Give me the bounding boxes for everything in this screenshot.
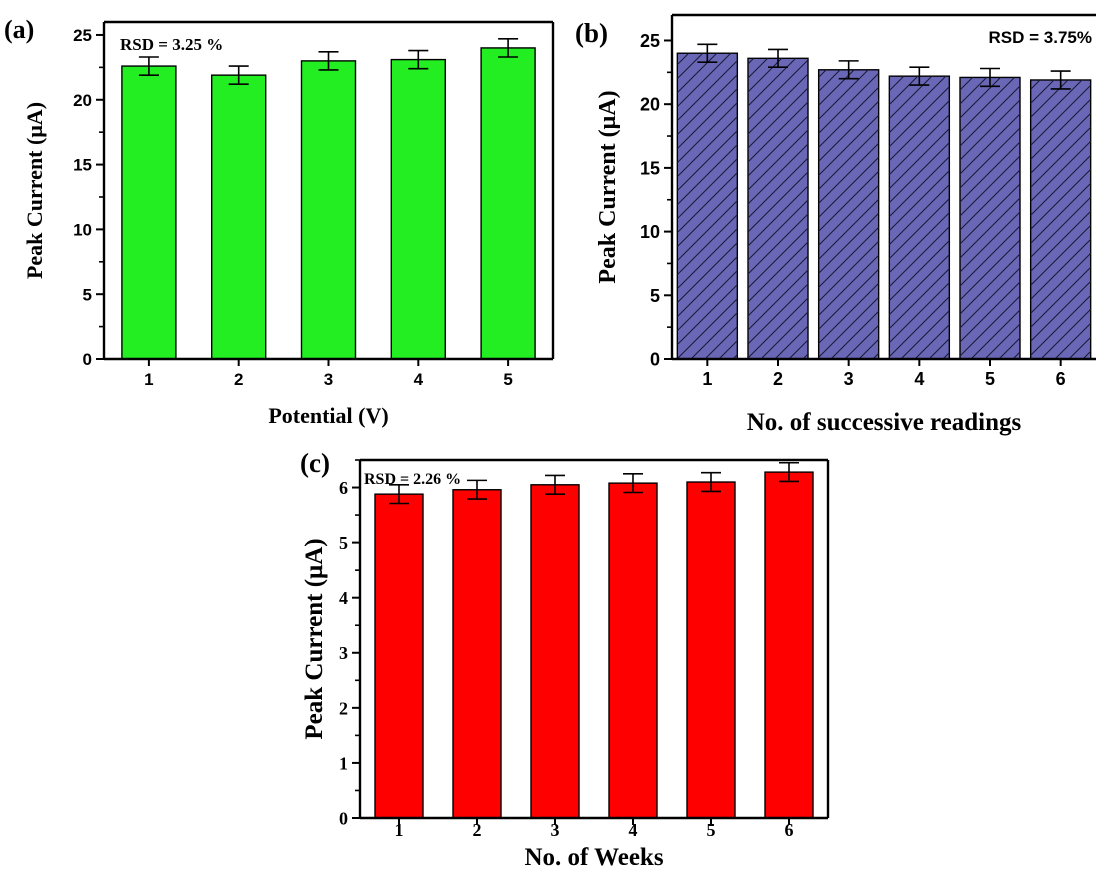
- y-axis-label: Peak Current (μA): [22, 102, 47, 279]
- y-tick-label: 5: [650, 286, 660, 306]
- x-tick-label: 1: [702, 369, 712, 389]
- y-tick-label: 20: [640, 95, 660, 115]
- rsd-annotation: RSD = 2.26 %: [364, 471, 461, 488]
- x-axis-label: No. of Weeks: [524, 844, 663, 871]
- rsd-annotation: RSD = 3.25 %: [120, 35, 223, 54]
- x-tick-label: 5: [707, 820, 716, 840]
- panel-c-chart: 1 2 3 4 5 6 0 1 2 3 4 5 6 No. of Weeks Peak Current (μ…: [300, 448, 830, 871]
- panel-label: (a): [4, 15, 34, 44]
- bar-hatch-2: [748, 58, 808, 360]
- bar-6: [764, 471, 814, 819]
- y-tick-label: 25: [640, 31, 660, 51]
- y-tick-label: 6: [339, 478, 348, 498]
- bar-3: [530, 484, 580, 819]
- y-tick-label: 15: [73, 156, 92, 175]
- panel-b-chart: 1 2 3 4 5 6 0 5 10 15 20 25 No. of successive readin…: [575, 13, 1096, 436]
- panel-a-chart: 1 2 3 4 5 0 5 10 15 20 25 Potential (V) Peak Current…: [4, 15, 555, 428]
- panel-label: (b): [575, 18, 608, 48]
- bar-hatch-1: [677, 53, 738, 359]
- y-tick-label: 5: [83, 285, 92, 304]
- y-tick-label: 0: [339, 808, 348, 828]
- bar-4: [390, 58, 446, 360]
- bar-2: [210, 74, 267, 360]
- x-tick-label: 5: [985, 369, 995, 389]
- x-axis-label: Potential (V): [268, 403, 388, 428]
- y-tick-label: 20: [73, 91, 92, 110]
- bar-hatch-4: [889, 76, 950, 360]
- bar-5: [480, 47, 536, 360]
- y-tick-label: 3: [339, 643, 348, 663]
- x-tick-label: 4: [414, 370, 424, 389]
- x-tick-label: 6: [785, 820, 794, 840]
- y-tick-label: 2: [339, 698, 348, 718]
- y-tick-label: 4: [339, 588, 348, 608]
- y-tick-label: 15: [640, 158, 660, 178]
- x-tick-label: 2: [773, 369, 783, 389]
- y-tick-label: 5: [339, 533, 348, 553]
- x-tick-label: 6: [1056, 369, 1066, 389]
- panel-label: (c): [300, 448, 330, 478]
- x-tick-label: 1: [144, 370, 153, 389]
- x-tick-label: 2: [234, 370, 243, 389]
- bar-3: [300, 60, 357, 360]
- bar-hatch-5: [960, 77, 1020, 359]
- x-tick-label: 3: [324, 370, 333, 389]
- rsd-annotation: RSD = 3.75%: [989, 28, 1092, 47]
- bar-5: [686, 481, 736, 819]
- y-tick-label: 0: [650, 349, 660, 369]
- x-tick-label: 5: [503, 370, 512, 389]
- x-tick-label: 1: [395, 820, 404, 840]
- x-tick-label: 4: [629, 820, 638, 840]
- y-axis-label: Peak Current (μA): [595, 90, 621, 283]
- x-tick-label: 3: [844, 369, 854, 389]
- y-tick-label: 25: [73, 26, 92, 45]
- bar-hatch-6: [1030, 79, 1091, 359]
- bar-hatch-3: [818, 69, 879, 359]
- bar-1: [121, 65, 177, 360]
- y-tick-label: 0: [83, 350, 92, 369]
- bar-1: [374, 493, 424, 819]
- y-tick-label: 10: [640, 222, 660, 242]
- bar-4: [608, 482, 658, 819]
- y-tick-label: 10: [73, 221, 92, 240]
- x-tick-label: 2: [473, 820, 482, 840]
- x-tick-label: 3: [551, 820, 560, 840]
- y-axis-label: Peak Current (μA): [301, 538, 328, 739]
- y-tick-label: 1: [339, 753, 348, 773]
- x-tick-label: 4: [914, 369, 924, 389]
- bar-2: [452, 489, 502, 819]
- x-axis-label: No. of successive readings: [747, 409, 1022, 436]
